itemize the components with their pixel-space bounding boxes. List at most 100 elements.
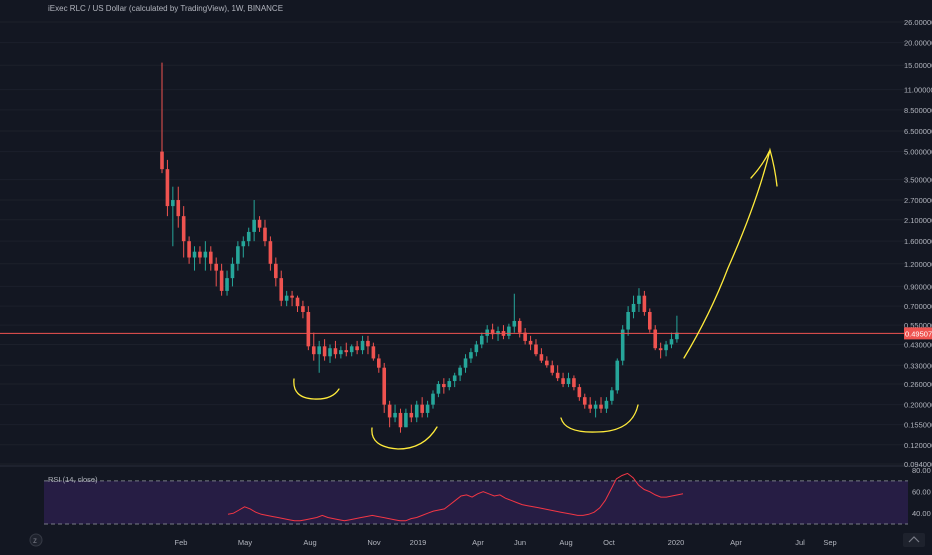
candle-body	[637, 295, 641, 304]
candle-body	[420, 404, 424, 413]
candle-body	[512, 320, 517, 327]
scale-settings-icon[interactable]	[903, 533, 925, 547]
candle-body	[447, 381, 452, 388]
candle-body	[203, 251, 208, 258]
candle-body	[252, 219, 256, 232]
candle-body	[458, 367, 462, 376]
candle-body	[317, 346, 321, 355]
candle-body	[241, 241, 246, 247]
candle-body	[225, 278, 229, 291]
time-axis-label: Aug	[559, 538, 572, 547]
candle-body	[658, 348, 663, 351]
candle-body	[171, 200, 175, 207]
candle-body	[176, 200, 181, 217]
price-axis-label: 0.55000000	[904, 321, 932, 330]
candle-body	[572, 378, 576, 388]
candle-body	[192, 251, 197, 258]
drawing-curve-2[interactable]	[371, 426, 438, 450]
candle-body	[339, 350, 343, 355]
candle-body	[377, 358, 381, 368]
candle-body	[474, 344, 479, 353]
chart-title: iExec RLC / US Dollar (calculated by Tra…	[48, 4, 283, 13]
price-axis-label: 11.00000000	[904, 86, 932, 95]
candle-body	[246, 231, 251, 242]
candle-body	[355, 346, 359, 351]
candle-body	[263, 227, 267, 242]
candle-body	[187, 241, 191, 258]
candle-body	[539, 354, 544, 361]
grid	[0, 21, 908, 465]
drawing-curve-1[interactable]	[293, 378, 340, 400]
candle-body	[371, 346, 376, 359]
time-axis-label: Nov	[367, 538, 381, 547]
candle-body	[675, 332, 679, 340]
candle-body	[496, 331, 500, 335]
time-axis[interactable]: Feb May Aug Nov 2019 Apr Jun Aug Oct 2020 Apr Jul Se…	[175, 538, 837, 547]
candle-body	[593, 404, 598, 409]
price-axis-label: 2.70000000	[904, 196, 932, 205]
rsi-axis[interactable]: 80.00 60.00 40.00	[912, 466, 931, 518]
candle-body	[653, 329, 658, 349]
logo-glyph: z	[33, 536, 37, 545]
candle-body	[582, 397, 587, 405]
candle-body	[214, 263, 218, 271]
candle-body	[181, 216, 186, 242]
candle-body	[165, 169, 170, 207]
candle-body	[431, 393, 435, 405]
candle-body	[490, 329, 495, 335]
candle-body	[382, 367, 387, 405]
price-axis-label: 0.70000000	[904, 302, 932, 311]
rsi-line	[227, 472, 684, 522]
candle-body	[523, 332, 527, 341]
price-axis-label: 0.15500000	[904, 421, 932, 430]
time-axis-label: Feb	[175, 538, 188, 547]
price-axis-label: 26.00000000	[904, 18, 932, 27]
candle-body	[479, 335, 484, 345]
time-axis-label: Oct	[603, 538, 616, 547]
price-axis-label: 5.00000000	[904, 148, 932, 157]
candle-body	[301, 306, 305, 312]
price-axis[interactable]: 26.00000000 20.00000000 15.00000000 11.0000…	[904, 18, 932, 469]
candle-body	[648, 311, 652, 330]
candle-body	[436, 384, 441, 394]
candle-body	[566, 378, 571, 385]
time-axis-label: 2020	[668, 538, 685, 547]
candle-body	[295, 297, 300, 307]
time-axis-label: Apr	[472, 538, 484, 547]
candle-body	[219, 270, 224, 291]
current-price-tag: 0.49507969	[905, 329, 932, 338]
rsi-axis-label: 60.00	[912, 488, 931, 497]
drawings	[293, 147, 778, 450]
time-axis-label: Jun	[514, 538, 526, 547]
candle-body	[290, 295, 294, 298]
candle-body	[230, 263, 235, 279]
drawing-curve-3[interactable]	[560, 404, 639, 433]
price-axis-label: 0.26000000	[904, 380, 932, 389]
drawing-arrow[interactable]	[683, 147, 778, 359]
candle-body	[664, 344, 668, 351]
candle-body	[561, 378, 565, 385]
candle-body	[208, 251, 213, 264]
price-axis-label: 1.20000000	[904, 260, 932, 269]
price-axis-label: 15.00000000	[904, 61, 932, 70]
rsi-axis-label: 40.00	[912, 509, 931, 518]
candle-body	[620, 329, 625, 361]
candle-body	[333, 348, 338, 355]
candle-body	[425, 404, 430, 413]
candle-body	[349, 346, 354, 353]
time-axis-label: Apr	[730, 538, 742, 547]
price-axis-label: 3.50000000	[904, 176, 932, 185]
rsi-band	[44, 480, 908, 524]
candle-body	[555, 372, 560, 379]
logo-icon[interactable]	[29, 533, 43, 547]
candle-body	[610, 390, 614, 401]
candle-body	[631, 303, 636, 312]
candle-body	[442, 384, 446, 388]
time-axis-label: May	[238, 538, 252, 547]
price-axis-label: 0.20000000	[904, 401, 932, 410]
rsi-label: RSI (14, close)	[48, 475, 98, 484]
candle-body	[485, 329, 489, 336]
